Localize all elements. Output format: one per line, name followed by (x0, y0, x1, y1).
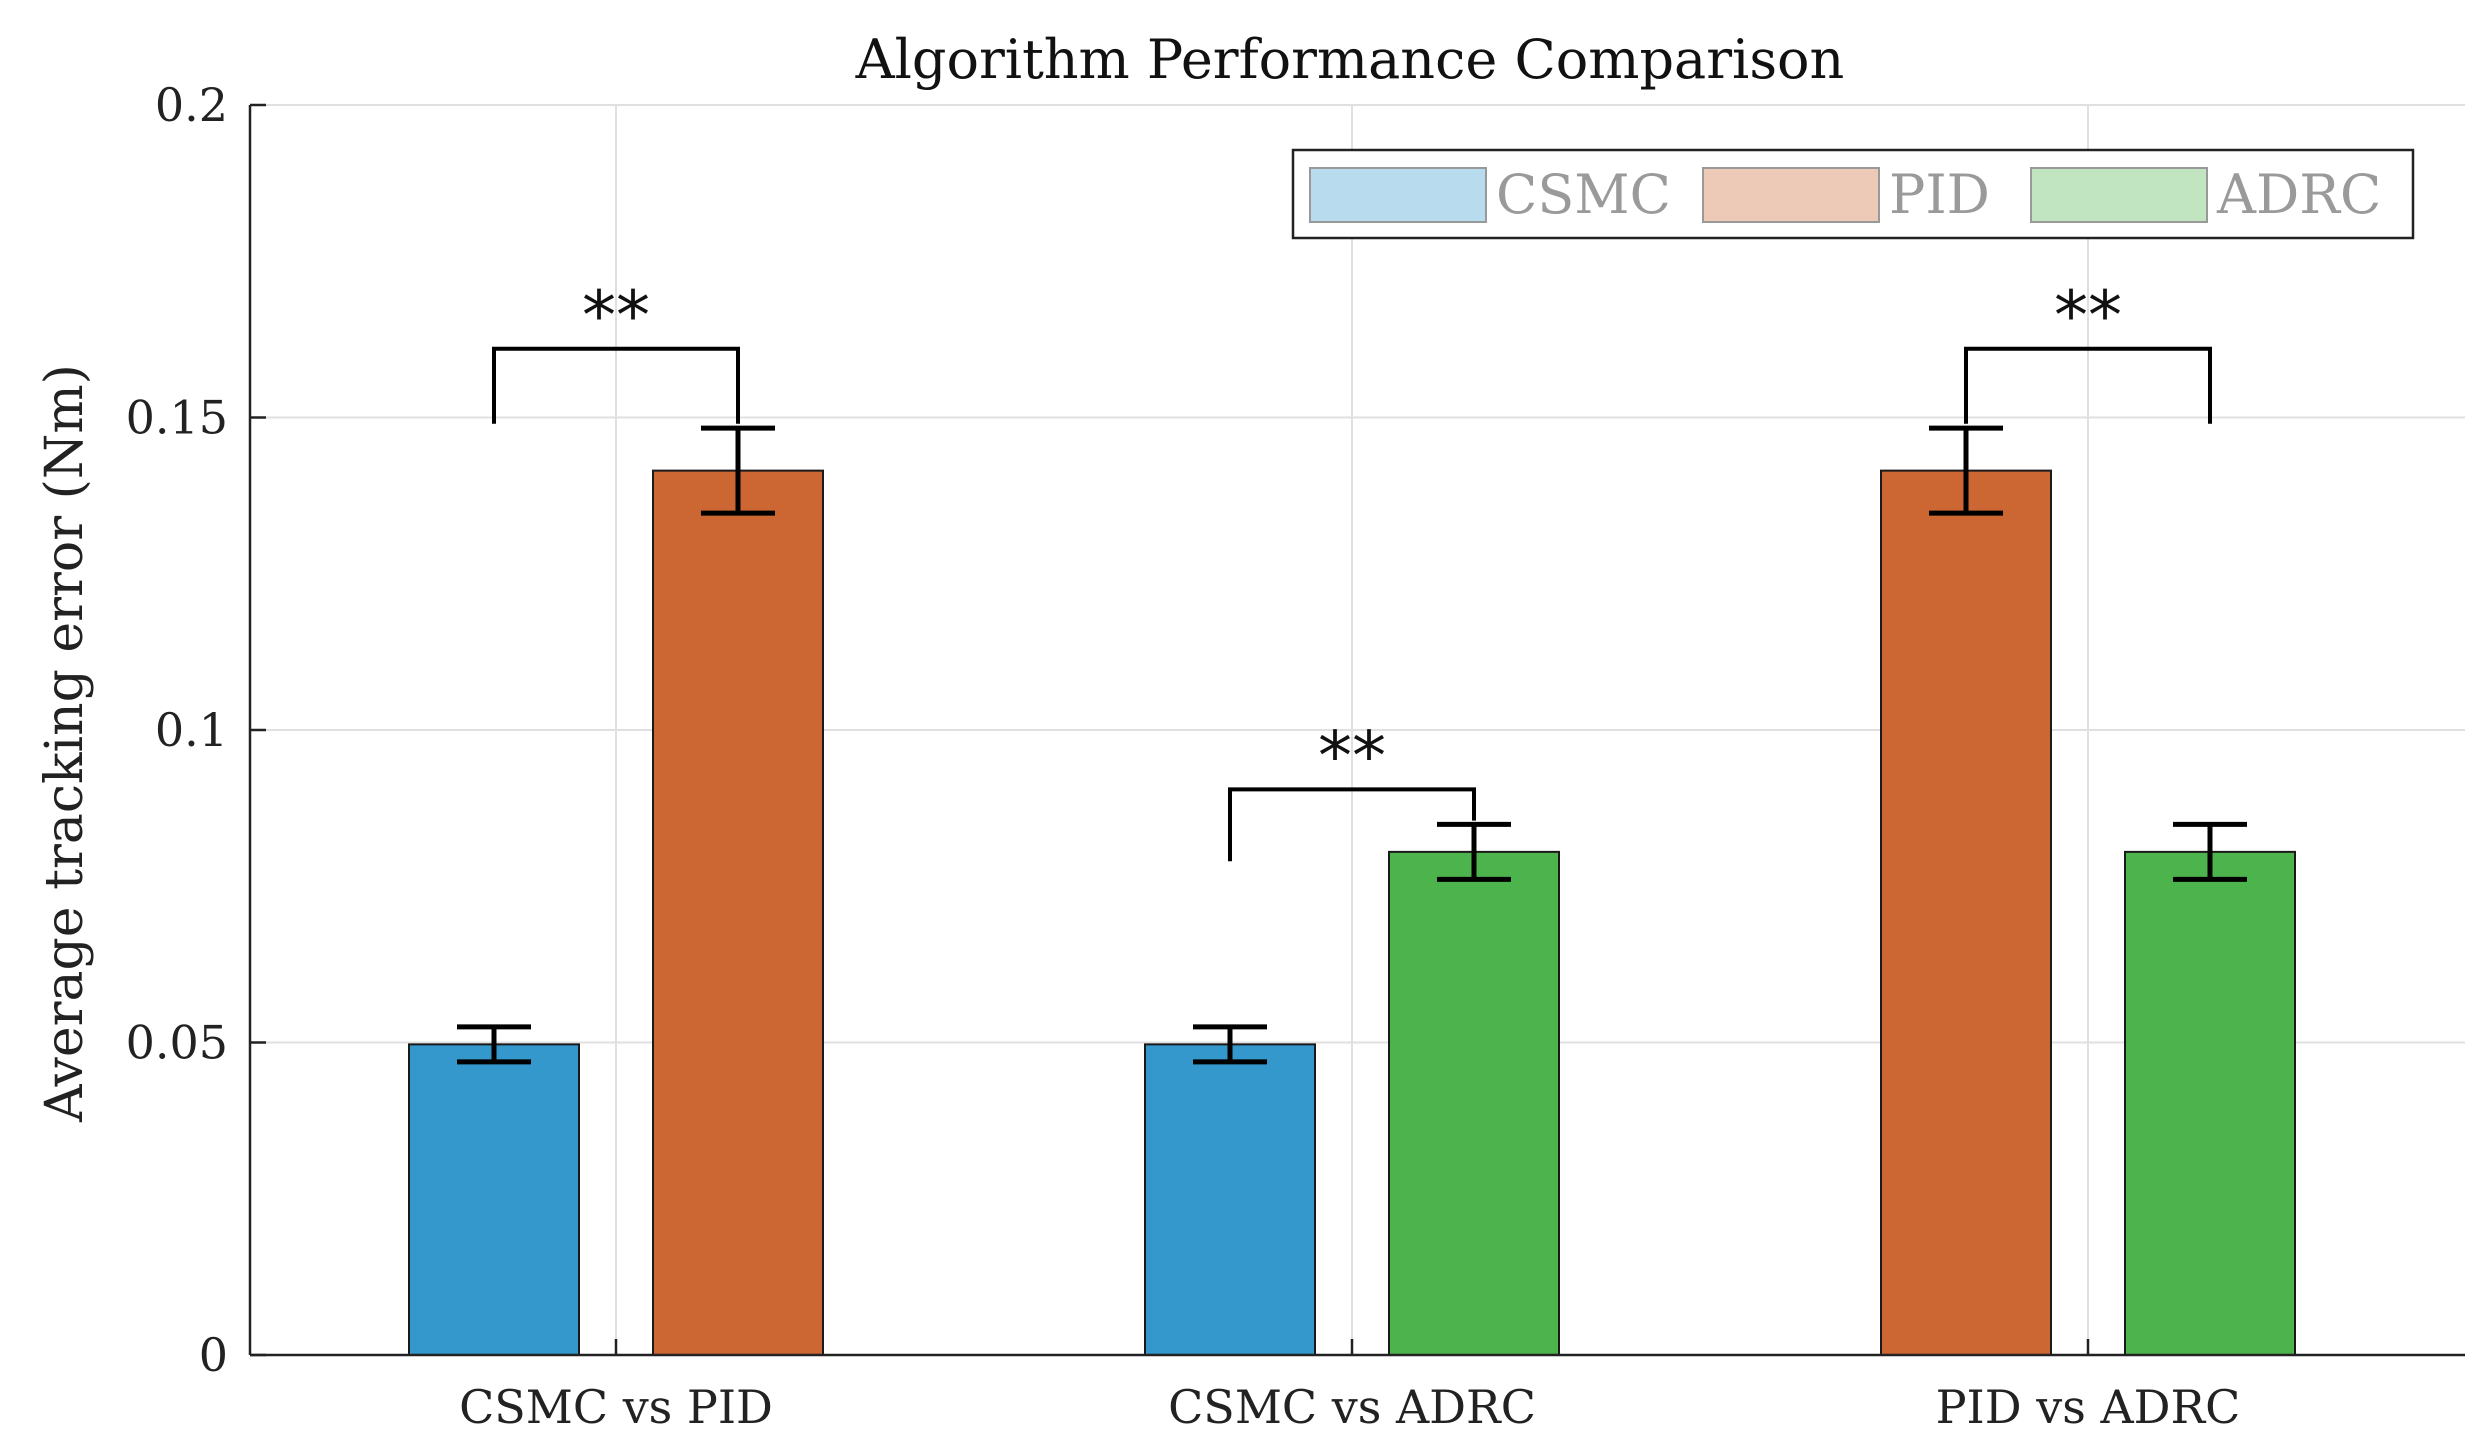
bar-adrc (2124, 850, 2296, 1356)
error-bars-group (457, 425, 2247, 1065)
bar-csmc (1144, 1043, 1316, 1356)
bar-csmc (408, 1043, 580, 1356)
x-tick-label: PID vs ADRC (1936, 1380, 2241, 1434)
y-tick-label: 0.1 (155, 703, 228, 757)
y-tick-label: 0.2 (155, 78, 228, 132)
significance-group: ** ** ** (492, 277, 2212, 862)
legend: CSMC PID ADRC (1291, 148, 2415, 240)
y-tick-label: 0.05 (126, 1016, 228, 1070)
chart-title: Algorithm Performance Comparison (855, 28, 1845, 91)
significance-label: ** (582, 277, 650, 356)
x-tick-label: CSMC vs ADRC (1168, 1380, 1536, 1434)
y-tick-label: 0.15 (126, 391, 228, 445)
significance-bracket (1964, 346, 2212, 424)
legend-label-adrc: ADRC (2216, 163, 2381, 226)
significance-label: ** (1318, 717, 1386, 796)
bars-group (408, 469, 2296, 1356)
significance-bracket (492, 346, 740, 424)
x-tick-label: CSMC vs PID (459, 1380, 773, 1434)
legend-swatch-pid (1702, 167, 1880, 223)
bar-pid (1880, 469, 2052, 1356)
legend-swatch-adrc (2030, 167, 2208, 223)
axes-group (248, 103, 2465, 1357)
y-axis-label: Average tracking error (Nm) (35, 364, 95, 1123)
significance-label: ** (2054, 277, 2122, 356)
significance-bracket (1228, 787, 1476, 862)
bar-adrc (1388, 850, 1560, 1356)
legend-label-pid: PID (1889, 163, 1990, 226)
legend-label-csmc: CSMC (1496, 163, 1671, 226)
bar-pid (652, 469, 824, 1356)
legend-swatch-csmc (1309, 167, 1487, 223)
tick-labels-group: 0 0.05 0.1 0.15 0.2 CSMC vs PID CSMC vs ADRC PI… (126, 78, 2241, 1434)
legend-box (1291, 148, 2415, 240)
y-tick-label: 0 (199, 1328, 228, 1382)
